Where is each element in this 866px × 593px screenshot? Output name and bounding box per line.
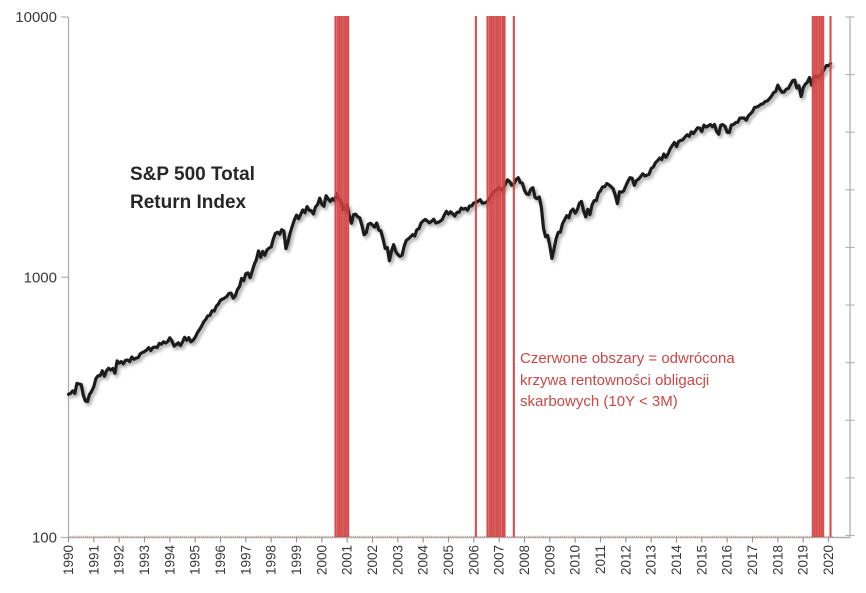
y-axis-label: 10000: [15, 9, 57, 26]
x-axis-label: 1999: [289, 545, 304, 575]
x-axis-label: 2004: [416, 545, 431, 576]
y-axis-label: 1000: [24, 269, 57, 286]
annotation-line3: skarbowych (10Y < 3M): [520, 393, 678, 410]
x-axis-label: 2014: [669, 545, 684, 576]
x-axis-label: 2009: [542, 545, 557, 575]
sp500-series-line: [66, 61, 833, 404]
x-axis-label: 1997: [238, 545, 253, 575]
x-axis-label: 2019: [796, 545, 811, 575]
x-axis-label: 2005: [441, 545, 456, 575]
inversion-annotation: Czerwone obszary = odwrócona krzywa rent…: [520, 348, 735, 413]
x-axis-label: 1995: [188, 545, 203, 575]
x-axis-label: 2020: [821, 545, 836, 575]
x-axis-label: 1992: [112, 545, 127, 575]
x-axis-label: 1991: [86, 545, 101, 575]
x-axis-label: 2013: [644, 545, 659, 575]
x-axis-label: 1998: [264, 545, 279, 575]
x-axis-label: 2011: [593, 545, 608, 574]
x-axis-label: 2018: [770, 545, 785, 575]
x-axis-label: 2002: [365, 545, 380, 575]
chart-title-line2: Return Index: [130, 192, 247, 213]
x-axis-label: 1993: [137, 545, 152, 575]
x-axis-label: 2017: [745, 545, 760, 575]
chart-title-line1: S&P 500 Total: [130, 164, 255, 185]
x-axis-label: 2008: [517, 545, 532, 575]
x-axis-label: 2007: [492, 545, 507, 575]
x-axis-label: 2012: [618, 545, 633, 575]
x-axis-label: 1996: [213, 545, 228, 575]
chart-title: S&P 500 Total Return Index: [130, 161, 255, 217]
x-axis-label: 2006: [466, 545, 481, 575]
x-axis-label: 2003: [390, 545, 405, 575]
x-axis-label: 2010: [568, 545, 583, 575]
x-axis-label: 2015: [694, 545, 709, 575]
x-axis-label: 1990: [61, 545, 76, 575]
annotation-line1: Czerwone obszary = odwrócona: [520, 350, 735, 367]
x-axis-label: 2001: [340, 545, 355, 575]
x-axis-label: 2000: [314, 545, 329, 575]
x-axis-label: 2016: [720, 545, 735, 575]
annotation-line2: krzywa rentowności obligacji: [520, 371, 710, 389]
y-axis-label: 100: [32, 530, 57, 547]
x-axis-label: 1994: [162, 545, 177, 576]
